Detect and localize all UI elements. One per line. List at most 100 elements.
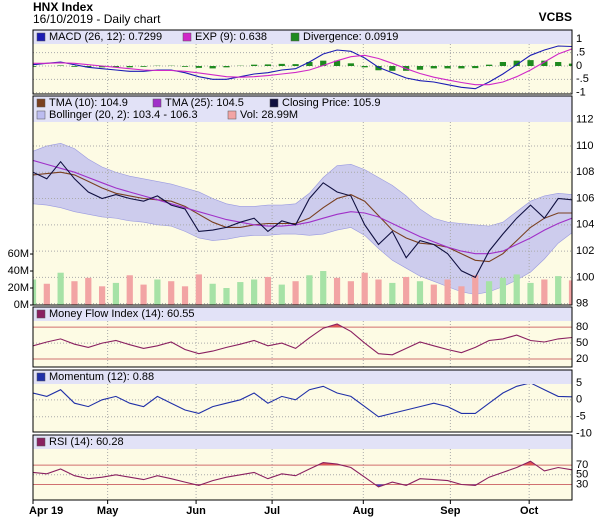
legend-swatch bbox=[36, 437, 46, 447]
legend-label: TMA (10): 104.9 bbox=[49, 97, 128, 109]
divergence-bar bbox=[33, 66, 37, 67]
legend-label: Vol: 28.99M bbox=[240, 109, 298, 121]
y-tick-label: 5 bbox=[576, 377, 582, 389]
y-tick-label: 30 bbox=[576, 478, 588, 490]
legend-band bbox=[33, 370, 572, 384]
divergence-bar bbox=[568, 63, 572, 66]
series-line bbox=[33, 45, 572, 90]
legend-band bbox=[33, 307, 572, 321]
x-tick-label: Sep bbox=[440, 505, 460, 517]
x-tick-label: Jun bbox=[186, 505, 206, 517]
volume-bar bbox=[195, 274, 202, 305]
legend-swatch bbox=[36, 98, 46, 108]
x-tick-label: Aug bbox=[353, 505, 374, 517]
legend-swatch bbox=[36, 372, 46, 382]
volume-bar bbox=[71, 281, 78, 305]
volume-bar bbox=[181, 286, 189, 305]
volume-bar bbox=[292, 281, 299, 305]
volume-bar bbox=[347, 281, 354, 305]
volume-bar bbox=[527, 282, 534, 305]
series-line bbox=[33, 382, 572, 418]
volume-bar bbox=[154, 279, 161, 305]
divergence-bar bbox=[195, 66, 202, 68]
series-line bbox=[33, 171, 572, 263]
divergence-bar bbox=[98, 66, 106, 68]
series-line bbox=[33, 159, 572, 255]
divergence-bar bbox=[347, 63, 354, 66]
y-tick-label: 0 bbox=[576, 394, 582, 406]
volume-bar bbox=[112, 282, 120, 305]
volume-bar bbox=[209, 283, 216, 305]
divergence-bar bbox=[430, 66, 437, 69]
y-tick-label: -.5 bbox=[576, 73, 589, 85]
panel-border bbox=[32, 369, 573, 433]
divergence-bar bbox=[416, 66, 424, 70]
volume-bar bbox=[85, 277, 92, 305]
volume-bar bbox=[140, 284, 147, 305]
panel-border bbox=[32, 95, 573, 306]
y-tick-label: -1 bbox=[576, 87, 586, 99]
legend-label: TMA (25): 104.5 bbox=[165, 97, 244, 109]
series-line bbox=[33, 160, 572, 279]
series-line bbox=[33, 323, 572, 356]
volume-bar bbox=[57, 272, 64, 305]
y-tick-label: 80 bbox=[576, 321, 588, 333]
volume-bar bbox=[361, 272, 368, 305]
y-tick-label: 106 bbox=[576, 192, 594, 204]
y-tick-label: -10 bbox=[576, 428, 592, 440]
volume-bar bbox=[320, 271, 327, 305]
divergence-bar bbox=[126, 66, 133, 68]
legend-swatch bbox=[269, 98, 279, 108]
legend-band bbox=[33, 30, 572, 44]
y-tick-label: .5 bbox=[576, 47, 585, 59]
volume-bar bbox=[458, 286, 465, 305]
volume-bar bbox=[444, 279, 451, 305]
series-line bbox=[33, 48, 572, 86]
legend-label: Money Flow Index (14): 60.55 bbox=[49, 308, 195, 320]
plot-area bbox=[33, 119, 572, 305]
legend-band bbox=[33, 96, 572, 122]
x-tick-label: Apr 19 bbox=[29, 505, 63, 517]
divergence-bar bbox=[251, 64, 258, 66]
legend-swatch bbox=[227, 110, 237, 120]
legend-label: MACD (26, 12): 0.7299 bbox=[49, 31, 162, 43]
y-tick-label: 20 bbox=[576, 353, 588, 365]
divergence-bar bbox=[485, 64, 493, 66]
y-tick-label: 1 bbox=[576, 33, 582, 45]
divergence-bar bbox=[361, 66, 368, 68]
series-line bbox=[33, 460, 572, 488]
divergence-bar bbox=[541, 60, 548, 66]
legend-swatch bbox=[152, 98, 162, 108]
y-tick-label: 112 bbox=[576, 114, 594, 126]
divergence-bar bbox=[292, 64, 299, 66]
divergence-bar bbox=[181, 66, 189, 67]
y2-tick-label: 60M bbox=[8, 248, 29, 260]
y2-tick-label: 20M bbox=[8, 282, 29, 294]
volume-bar bbox=[430, 284, 437, 305]
legend-label: RSI (14): 60.28 bbox=[49, 436, 124, 448]
chart-title: HNX Index bbox=[33, 0, 93, 14]
divergence-bar bbox=[320, 60, 327, 66]
divergence-bar bbox=[209, 66, 216, 69]
source: VCBS bbox=[539, 10, 572, 24]
volume-bar bbox=[251, 279, 258, 305]
volume-bar bbox=[237, 282, 244, 305]
volume-bar bbox=[223, 288, 230, 305]
divergence-bar bbox=[458, 66, 465, 69]
volume-bar bbox=[264, 276, 272, 305]
legend-swatch bbox=[36, 309, 46, 319]
plot-area bbox=[33, 449, 572, 500]
y2-tick-label: 0M bbox=[14, 299, 29, 311]
volume-bar bbox=[306, 275, 313, 305]
volume-bar bbox=[278, 284, 285, 305]
volume-bar bbox=[126, 275, 133, 305]
divergence-bar bbox=[306, 62, 313, 66]
volume-bar bbox=[389, 282, 396, 305]
x-tick-label: May bbox=[97, 505, 119, 517]
divergence-bar bbox=[555, 62, 562, 66]
plot-area bbox=[33, 382, 572, 432]
divergence-bar bbox=[444, 66, 451, 69]
legend-label: Momentum (12): 0.88 bbox=[49, 371, 154, 383]
x-tick-label: Jul bbox=[264, 505, 280, 517]
